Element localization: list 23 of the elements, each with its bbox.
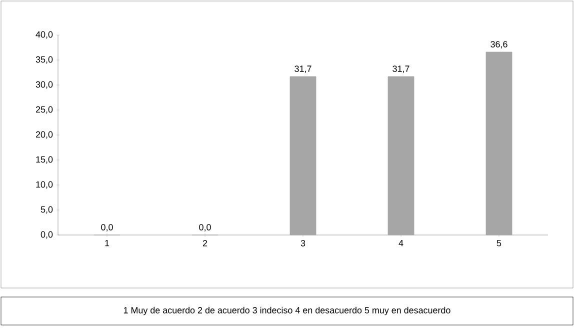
bar [290, 76, 316, 236]
y-tick-label: 35,0 [36, 56, 53, 64]
y-tick-label: 10,0 [36, 181, 53, 189]
data-label: 31,7 [294, 66, 312, 73]
y-tick-label: 40,0 [36, 31, 53, 39]
y-tick-label: 5,0 [40, 206, 53, 214]
x-tick-label: 3 [300, 240, 306, 246]
y-tick-label: 0,0 [40, 231, 53, 239]
x-tick-label: 4 [398, 240, 404, 246]
x-tick-label: 2 [202, 240, 208, 246]
data-label: 0,0 [101, 224, 113, 232]
x-tick-label: 1 [105, 240, 110, 246]
bar [486, 52, 512, 236]
y-tick-label: 30,0 [36, 81, 53, 89]
bar [388, 76, 414, 236]
y-tick-label: 15,0 [36, 156, 53, 164]
data-label: 0,0 [199, 224, 211, 232]
y-tick-label: 25,0 [36, 106, 53, 114]
data-label: 36,6 [490, 41, 508, 48]
x-tick-label: 5 [496, 240, 502, 246]
text: 1 Muy de acuerdo 2 de acuerdo 3 indeciso 4 en desacuerdo 5 muy en desacuerdo [124, 306, 450, 316]
data-label: 31,7 [392, 66, 410, 73]
y-tick-label: 20,0 [36, 131, 53, 139]
